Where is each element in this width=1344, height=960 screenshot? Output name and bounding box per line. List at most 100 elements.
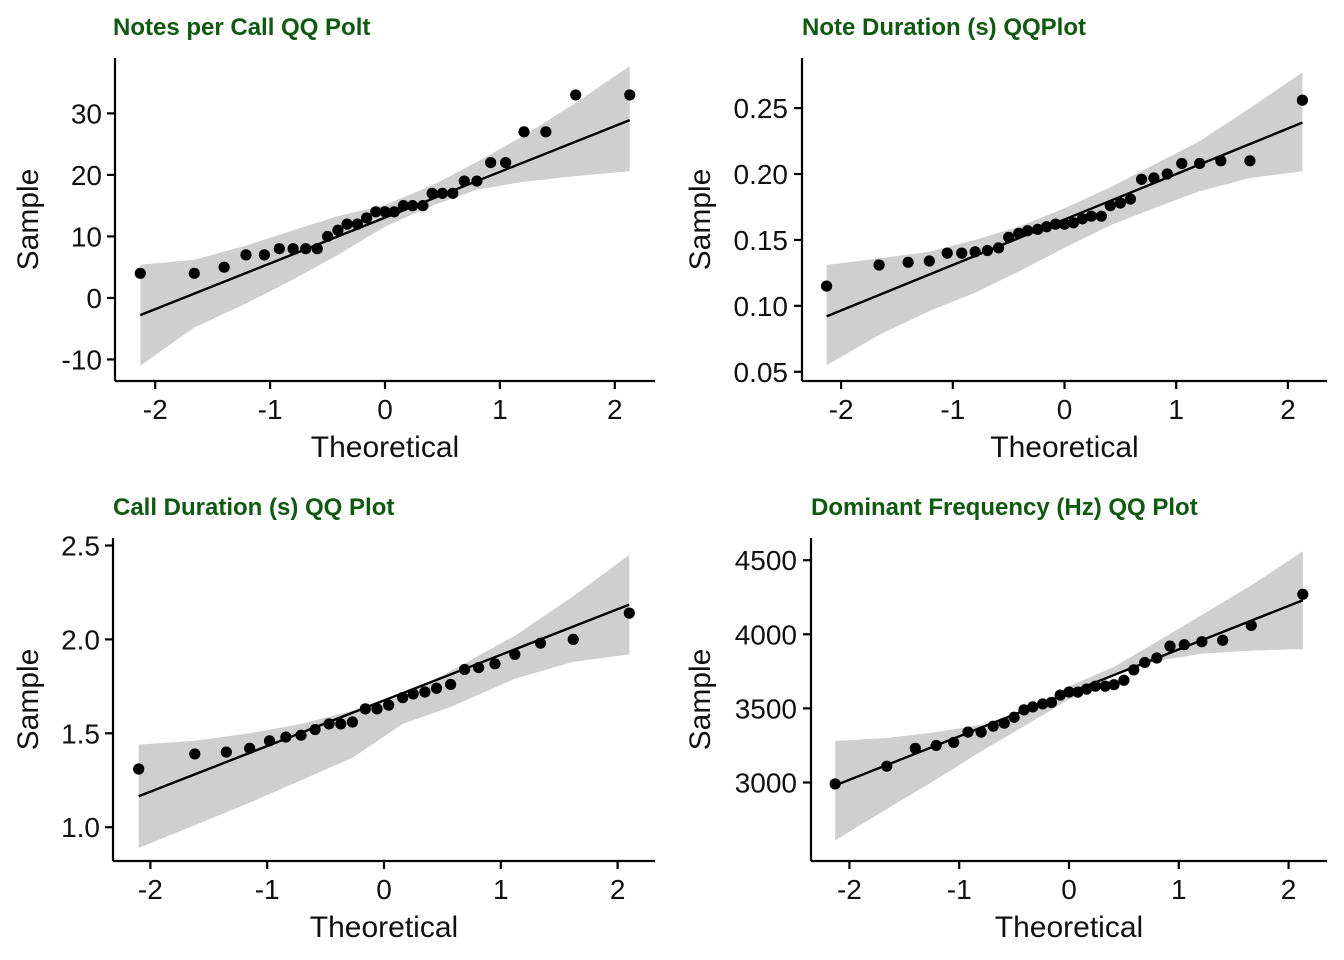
data-point <box>1063 686 1075 698</box>
data-point <box>458 663 471 676</box>
data-point <box>473 661 485 674</box>
data-point <box>975 726 987 738</box>
data-point <box>969 246 981 258</box>
data-point <box>624 89 636 101</box>
data-point <box>287 243 299 255</box>
data-point <box>962 726 974 738</box>
data-point <box>407 688 419 700</box>
data-point <box>436 187 449 199</box>
data-point <box>1089 680 1101 692</box>
data-point <box>820 280 833 292</box>
data-point <box>361 212 373 224</box>
data-point <box>447 187 459 199</box>
panel-title: Notes per Call QQ Polt <box>113 14 370 41</box>
y-tick-label: 3000 <box>735 767 797 798</box>
data-point <box>1148 172 1160 184</box>
data-point <box>280 731 292 743</box>
x-tick-label: 0 <box>376 874 392 905</box>
data-point <box>1013 227 1025 239</box>
data-point <box>509 648 521 661</box>
data-point <box>1164 640 1176 652</box>
data-point <box>1072 686 1084 698</box>
y-tick-label: 0 <box>86 283 102 314</box>
data-point <box>188 267 200 279</box>
data-point <box>1118 674 1130 686</box>
data-point <box>1244 155 1256 167</box>
data-point <box>341 218 353 230</box>
data-point <box>419 686 431 698</box>
data-point <box>1196 636 1208 648</box>
data-point <box>335 718 347 730</box>
data-point <box>1124 193 1137 205</box>
y-tick-label: 1.0 <box>61 812 100 843</box>
data-point <box>218 261 230 273</box>
data-point <box>406 200 419 212</box>
data-point <box>1215 155 1227 167</box>
y-axis-title: Sample <box>12 649 45 751</box>
x-tick-label: -1 <box>255 874 280 905</box>
x-tick-label: -1 <box>940 394 965 425</box>
data-point <box>1085 210 1097 222</box>
x-tick-label: 0 <box>1061 874 1077 905</box>
y-tick-label: 0.10 <box>734 291 789 322</box>
data-point <box>371 703 383 715</box>
data-point <box>258 249 270 261</box>
data-point <box>1095 210 1107 222</box>
panel-title: Note Duration (s) QQPlot <box>802 14 1086 41</box>
data-point <box>1032 223 1044 235</box>
x-tick-label: 0 <box>1057 394 1073 425</box>
y-axis-title: Sample <box>12 169 45 271</box>
data-point <box>263 735 276 747</box>
data-point <box>1037 698 1049 710</box>
data-point <box>273 243 285 255</box>
qq-panel-2: Note Duration (s) QQPlot -2 -1 0 1 2 0.05 0.10 0… <box>684 14 1327 464</box>
x-tick-label: -1 <box>258 394 283 425</box>
x-tick-label: 1 <box>493 874 509 905</box>
data-point <box>471 175 483 187</box>
x-tick-label: -2 <box>837 874 862 905</box>
data-point <box>351 218 364 230</box>
data-point <box>941 247 953 259</box>
x-axis-title: Theoretical <box>311 431 459 464</box>
data-point <box>311 243 323 255</box>
data-point <box>1054 689 1066 701</box>
data-point <box>1041 221 1053 233</box>
data-point <box>948 736 960 749</box>
data-point <box>1151 652 1163 664</box>
x-tick-label: 2 <box>1280 394 1296 425</box>
data-point <box>1114 197 1126 209</box>
data-point <box>417 200 429 212</box>
data-point <box>370 206 382 218</box>
data-point <box>923 255 935 267</box>
data-point <box>379 206 391 218</box>
data-point <box>909 742 921 754</box>
data-point <box>1245 619 1257 632</box>
data-point <box>829 778 841 790</box>
y-tick-label: -10 <box>62 344 102 375</box>
data-point <box>567 633 579 646</box>
data-point <box>998 717 1010 729</box>
data-point <box>1178 639 1190 651</box>
x-tick-label: -2 <box>138 874 163 905</box>
x-tick-label: -2 <box>143 394 168 425</box>
qq-panel-4: Dominant Frequency (Hz) QQ Plot -2 -1 0 1 2 30… <box>684 494 1327 944</box>
y-axis-title: Sample <box>684 169 717 271</box>
data-point <box>309 723 321 736</box>
data-point <box>1135 173 1148 185</box>
data-point <box>485 156 497 169</box>
y-tick-label: 20 <box>71 160 102 191</box>
x-tick-label: 1 <box>1168 394 1184 425</box>
data-point <box>220 746 232 758</box>
x-axis-title: Theoretical <box>310 911 458 944</box>
y-tick-label: 0.25 <box>734 93 789 124</box>
data-point <box>1018 704 1030 716</box>
data-point <box>1027 701 1039 713</box>
data-point <box>346 716 359 728</box>
reference-line <box>138 603 630 798</box>
data-point <box>1297 588 1309 600</box>
data-point <box>1161 168 1173 180</box>
data-point <box>987 720 999 732</box>
data-point <box>426 187 438 199</box>
data-point <box>359 703 371 715</box>
data-point <box>1045 696 1058 709</box>
